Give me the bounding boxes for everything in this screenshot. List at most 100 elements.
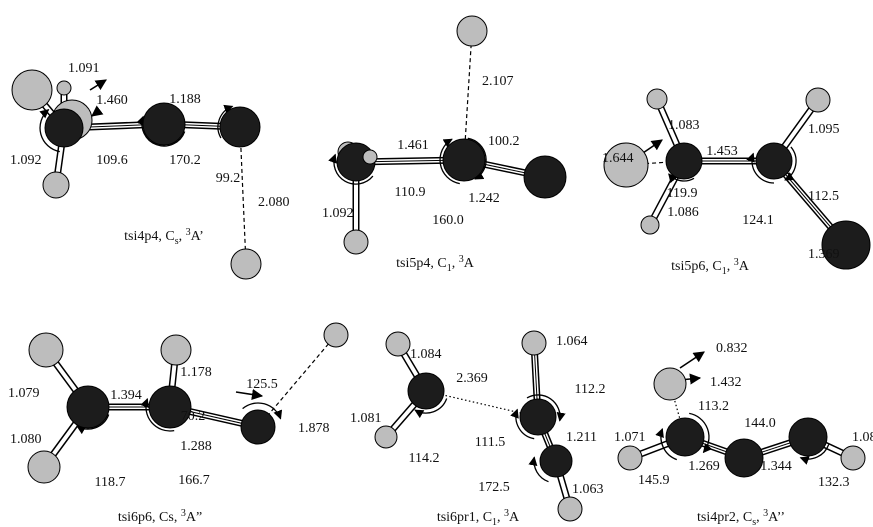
- heavy-atom: [665, 417, 705, 457]
- heavy-atom: [219, 106, 261, 148]
- geometry-label: 1.188: [169, 92, 201, 107]
- caption-state: A”: [186, 510, 202, 525]
- panel-caption: tsi4pr2, Cs, 3A’’: [697, 508, 785, 527]
- hydrogen-atom: [343, 229, 369, 255]
- angle-arc: [414, 398, 448, 419]
- heavy-atom: [240, 409, 276, 445]
- panel-caption: tsi6pr1, C1, 3A: [437, 508, 520, 527]
- geometry-label: 119.9: [667, 186, 698, 201]
- panel-caption: tsi6p6, Cs, 3A”: [118, 508, 202, 525]
- caption-name: tsi6p6: [118, 510, 152, 525]
- geometry-label: 170.2: [169, 153, 201, 168]
- geometry-label: 100.2: [488, 134, 520, 149]
- caption-symmetry: Cs: [159, 510, 174, 525]
- angle-arc: [39, 109, 60, 153]
- hydrogen-atom: [28, 332, 64, 368]
- caption-separator: ,: [174, 510, 181, 525]
- panel-caption: tsi4p4, Cs, 3A’: [124, 227, 204, 247]
- heavy-atom: [821, 220, 871, 270]
- geometry-label: 1.071: [614, 430, 646, 445]
- dashed-bond: [257, 334, 337, 428]
- angle-arc: [328, 153, 374, 185]
- geometry-label: 1.178: [180, 365, 212, 380]
- hydrogen-atom: [603, 142, 649, 188]
- caption-symmetry: C: [165, 229, 174, 244]
- heavy-atom: [665, 142, 703, 180]
- caption-name: tsi5p6: [671, 259, 705, 274]
- hydrogen-atom: [521, 330, 547, 356]
- angle-arc: [76, 414, 110, 435]
- caption-symmetry-subscript: 1: [447, 263, 452, 274]
- caption-separator: ,: [756, 510, 763, 525]
- heavy-atom: [44, 108, 84, 148]
- geometry-label: 111.5: [475, 435, 505, 450]
- hydrogen-atom: [456, 15, 488, 47]
- geometry-label: 1.394: [110, 388, 142, 403]
- geometry-label: 1.878: [298, 421, 330, 436]
- angle-arc: [439, 138, 460, 185]
- hydrogen-atom: [557, 496, 583, 522]
- heavy-atom: [755, 142, 793, 180]
- geometry-label: 112.2: [575, 382, 606, 397]
- heavy-atom: [788, 417, 828, 457]
- caption-separator: ,: [727, 259, 734, 274]
- angle-arc: [467, 137, 487, 180]
- caption-name: tsi6pr1: [437, 510, 476, 525]
- angle-arc: [528, 456, 549, 483]
- geometry-label: 1.369: [808, 247, 840, 262]
- heavy-atom: [724, 438, 764, 478]
- caption-state: A’’: [768, 510, 785, 525]
- geometry-label: 113.2: [698, 399, 729, 414]
- geometry-label: 1.095: [808, 122, 840, 137]
- geometry-label: 132.3: [818, 475, 850, 490]
- geometry-label: 70.2: [181, 409, 206, 424]
- caption-state: A: [509, 510, 520, 525]
- geometry-label: 1.453: [706, 144, 738, 159]
- geometry-label: 1.460: [96, 93, 128, 108]
- geometry-label: 1.644: [602, 151, 634, 166]
- angle-arc: [140, 397, 175, 432]
- geometry-label: 2.107: [482, 74, 514, 89]
- hydrogen-atom: [805, 87, 831, 113]
- geometry-label: 1.083: [668, 118, 700, 133]
- geometry-label: 1.080: [10, 432, 42, 447]
- geometry-label: 160.0: [432, 213, 464, 228]
- angle-arc: [799, 444, 830, 465]
- geometry-label: 109.6: [96, 153, 128, 168]
- geometry-label: 166.7: [178, 473, 210, 488]
- caption-state-superscript: 3: [181, 508, 186, 519]
- geometry-label: 1.086: [667, 205, 699, 220]
- hydrogen-atom: [362, 149, 378, 165]
- hydrogen-atom: [374, 425, 398, 449]
- geometry-label: 1.092: [10, 153, 42, 168]
- heavy-atom: [142, 102, 186, 146]
- hydrogen-atom: [640, 215, 660, 235]
- geometry-label: 1.211: [566, 430, 597, 445]
- caption-separator: ,: [152, 510, 159, 525]
- geometry-label: 1.079: [8, 386, 40, 401]
- geometry-label: 1.084: [852, 430, 873, 445]
- geometry-label: 114.2: [409, 451, 440, 466]
- geometry-label: 1.461: [397, 138, 429, 153]
- caption-symmetry-subscript: s: [175, 236, 179, 247]
- angle-arc: [784, 146, 797, 181]
- caption-symmetry-subscript: 1: [722, 266, 727, 277]
- caption-state-superscript: 3: [504, 508, 509, 519]
- caption-state: A’: [191, 229, 204, 244]
- atoms-layer: [11, 15, 871, 522]
- geometry-label: 2.080: [258, 195, 290, 210]
- angle-arc: [510, 408, 535, 440]
- geometry-label: 112.5: [808, 189, 839, 204]
- vector-arrow: [235, 388, 264, 401]
- hydrogen-atom: [646, 88, 668, 110]
- hydrogen-atom: [230, 248, 262, 280]
- caption-separator: ,: [430, 256, 437, 271]
- geometry-label: 1.064: [556, 334, 588, 349]
- caption-separator: ,: [179, 229, 186, 244]
- caption-state: A: [464, 256, 475, 271]
- dashed-bond: [239, 126, 247, 265]
- geometry-label: 1.432: [710, 375, 742, 390]
- angle-arc: [526, 394, 566, 422]
- geometry-label: 1.288: [180, 439, 212, 454]
